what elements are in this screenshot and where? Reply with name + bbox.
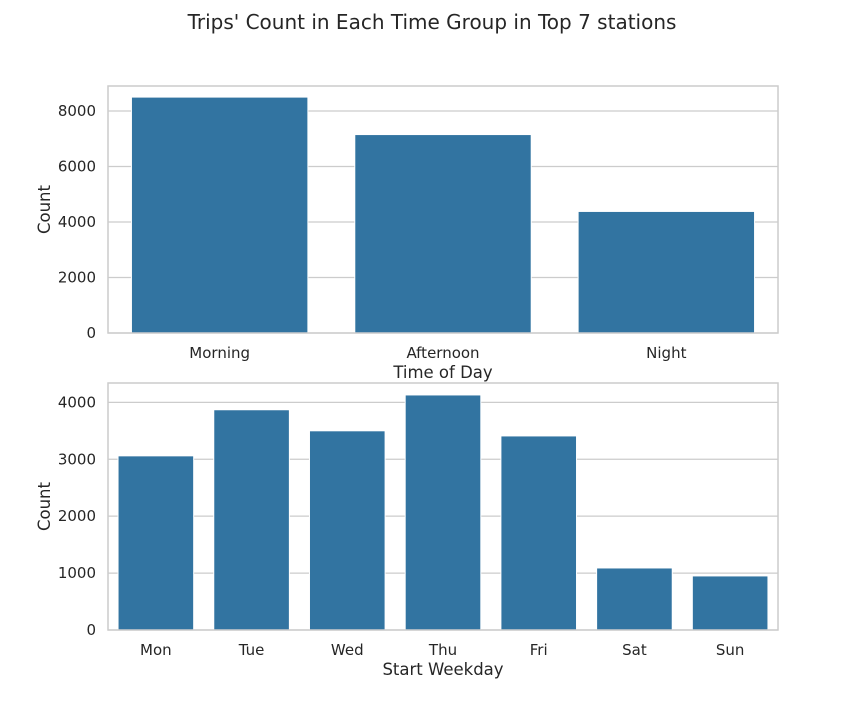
x-tick-label: Morning [189, 344, 250, 362]
y-axis-label: Count [35, 184, 54, 234]
x-tick-label: Tue [238, 641, 265, 659]
plot-frame [107, 85, 779, 334]
bar-thu [404, 394, 482, 631]
y-tick-label: 2000 [58, 268, 96, 286]
y-tick-label: 4000 [58, 393, 96, 411]
plot-frame [107, 382, 779, 631]
bar-night [577, 210, 756, 334]
x-tick-label: Afternoon [406, 344, 479, 362]
y-tick-label: 8000 [58, 102, 96, 120]
bar-tue [213, 409, 290, 631]
x-axis-label: Time of Day [392, 363, 493, 382]
y-tick-label: 4000 [58, 213, 96, 231]
x-tick-label: Mon [140, 641, 172, 659]
x-tick-label: Sat [622, 641, 647, 659]
figure-title: Trips' Count in Each Time Group in Top 7… [187, 10, 677, 34]
bar-mon [117, 455, 195, 631]
y-tick-label: 6000 [58, 157, 96, 175]
chart-time-of-day: 0 2000 4000 6000 8000 Morning Afternoon Night Ti… [35, 85, 779, 382]
x-tick-label: Fri [530, 641, 548, 659]
bar-sat [596, 567, 673, 631]
x-tick-label: Night [646, 344, 686, 362]
x-tick-label: Thu [428, 641, 457, 659]
x-tick-label: Sun [716, 641, 745, 659]
y-axis-label: Count [35, 481, 54, 531]
y-tick-label: 0 [86, 621, 96, 639]
y-tick-label: 0 [86, 324, 96, 342]
y-tick-label: 1000 [58, 564, 96, 582]
bar-wed [308, 430, 386, 631]
bar-morning [130, 96, 309, 334]
bar-sun [691, 575, 769, 631]
x-axis-label: Start Weekday [382, 660, 503, 679]
y-tick-label: 2000 [58, 507, 96, 525]
bar-afternoon [354, 134, 532, 334]
bar-fri [500, 435, 578, 631]
chart-start-weekday: 0 1000 2000 3000 4000 Mon Tue Wed Thu Fri Sat Sun St… [35, 382, 779, 679]
x-tick-label: Wed [331, 641, 364, 659]
y-tick-label: 3000 [58, 450, 96, 468]
